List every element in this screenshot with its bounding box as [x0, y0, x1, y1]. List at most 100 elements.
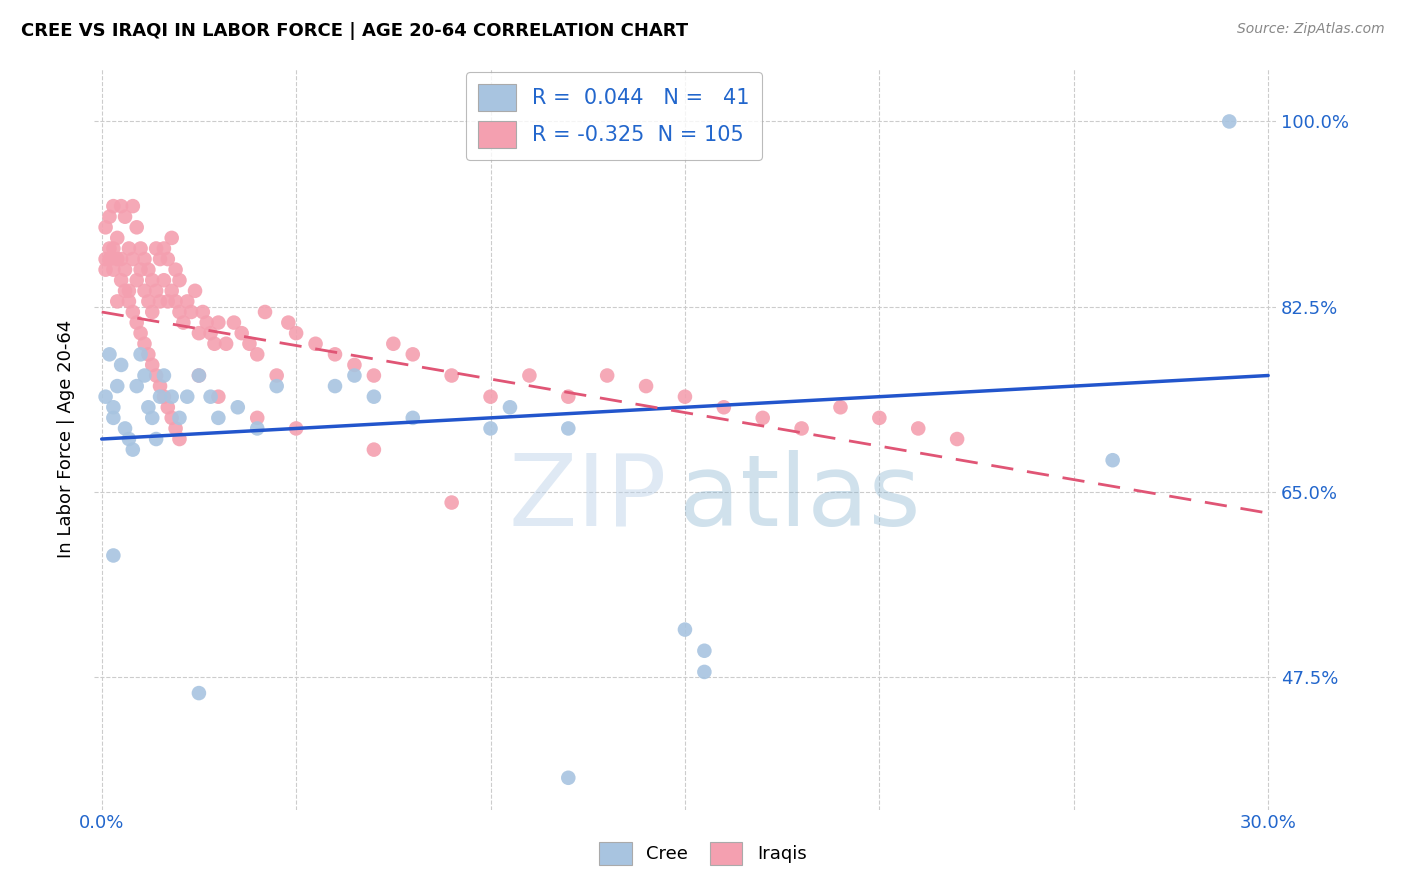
Point	[103, 549, 125, 563]
Point	[191, 305, 214, 319]
Point	[363, 368, 385, 383]
Point	[363, 442, 385, 457]
Point	[402, 410, 425, 425]
Point	[519, 368, 541, 383]
Point	[160, 284, 183, 298]
Point	[907, 421, 929, 435]
Point	[343, 368, 366, 383]
Point	[153, 390, 176, 404]
Point	[266, 368, 288, 383]
Point	[153, 242, 176, 256]
Legend: R =  0.044   N =   41, R = -0.325  N = 105: R = 0.044 N = 41, R = -0.325 N = 105	[465, 71, 762, 161]
Point	[156, 401, 179, 415]
Point	[160, 410, 183, 425]
Point	[94, 390, 117, 404]
Point	[790, 421, 813, 435]
Point	[596, 368, 619, 383]
Point	[751, 410, 773, 425]
Point	[176, 390, 198, 404]
Point	[169, 273, 191, 287]
Point	[557, 421, 579, 435]
Point	[246, 410, 269, 425]
Point	[105, 252, 128, 266]
Point	[169, 432, 191, 446]
Point	[149, 252, 172, 266]
Point	[125, 316, 148, 330]
Point	[165, 262, 187, 277]
Point	[121, 252, 143, 266]
Point	[557, 390, 579, 404]
Point	[285, 421, 308, 435]
Point	[187, 326, 209, 341]
Point	[1101, 453, 1123, 467]
Text: CREE VS IRAQI IN LABOR FORCE | AGE 20-64 CORRELATION CHART: CREE VS IRAQI IN LABOR FORCE | AGE 20-64…	[21, 22, 688, 40]
Point	[129, 326, 152, 341]
Point	[160, 390, 183, 404]
Point	[138, 401, 160, 415]
Point	[138, 347, 160, 361]
Point	[141, 358, 163, 372]
Point	[204, 336, 226, 351]
Point	[363, 390, 385, 404]
Legend: Cree, Iraqis: Cree, Iraqis	[592, 835, 814, 872]
Point	[134, 284, 156, 298]
Point	[118, 294, 141, 309]
Point	[231, 326, 253, 341]
Point	[149, 294, 172, 309]
Point	[323, 379, 346, 393]
Point	[129, 262, 152, 277]
Point	[103, 410, 125, 425]
Point	[440, 495, 463, 509]
Point	[125, 379, 148, 393]
Point	[138, 294, 160, 309]
Point	[207, 316, 229, 330]
Point	[440, 368, 463, 383]
Point	[277, 316, 299, 330]
Point	[94, 252, 117, 266]
Point	[169, 410, 191, 425]
Point	[118, 432, 141, 446]
Point	[98, 210, 121, 224]
Point	[118, 242, 141, 256]
Point	[141, 305, 163, 319]
Point	[184, 284, 207, 298]
Point	[200, 326, 222, 341]
Point	[121, 442, 143, 457]
Point	[266, 379, 288, 393]
Point	[246, 347, 269, 361]
Point	[145, 242, 167, 256]
Point	[145, 368, 167, 383]
Point	[114, 262, 136, 277]
Point	[169, 305, 191, 319]
Point	[693, 644, 716, 658]
Point	[946, 432, 969, 446]
Y-axis label: In Labor Force | Age 20-64: In Labor Force | Age 20-64	[58, 320, 75, 558]
Point	[402, 347, 425, 361]
Point	[103, 401, 125, 415]
Point	[105, 294, 128, 309]
Point	[557, 771, 579, 785]
Point	[114, 210, 136, 224]
Point	[323, 347, 346, 361]
Point	[149, 390, 172, 404]
Point	[110, 358, 132, 372]
Point	[479, 421, 502, 435]
Point	[285, 326, 308, 341]
Point	[238, 336, 260, 351]
Point	[114, 421, 136, 435]
Point	[105, 379, 128, 393]
Point	[382, 336, 405, 351]
Point	[105, 231, 128, 245]
Point	[98, 347, 121, 361]
Point	[479, 390, 502, 404]
Point	[134, 368, 156, 383]
Point	[138, 262, 160, 277]
Point	[145, 284, 167, 298]
Text: Source: ZipAtlas.com: Source: ZipAtlas.com	[1237, 22, 1385, 37]
Point	[673, 390, 696, 404]
Point	[114, 284, 136, 298]
Point	[103, 262, 125, 277]
Point	[125, 220, 148, 235]
Point	[129, 242, 152, 256]
Point	[134, 252, 156, 266]
